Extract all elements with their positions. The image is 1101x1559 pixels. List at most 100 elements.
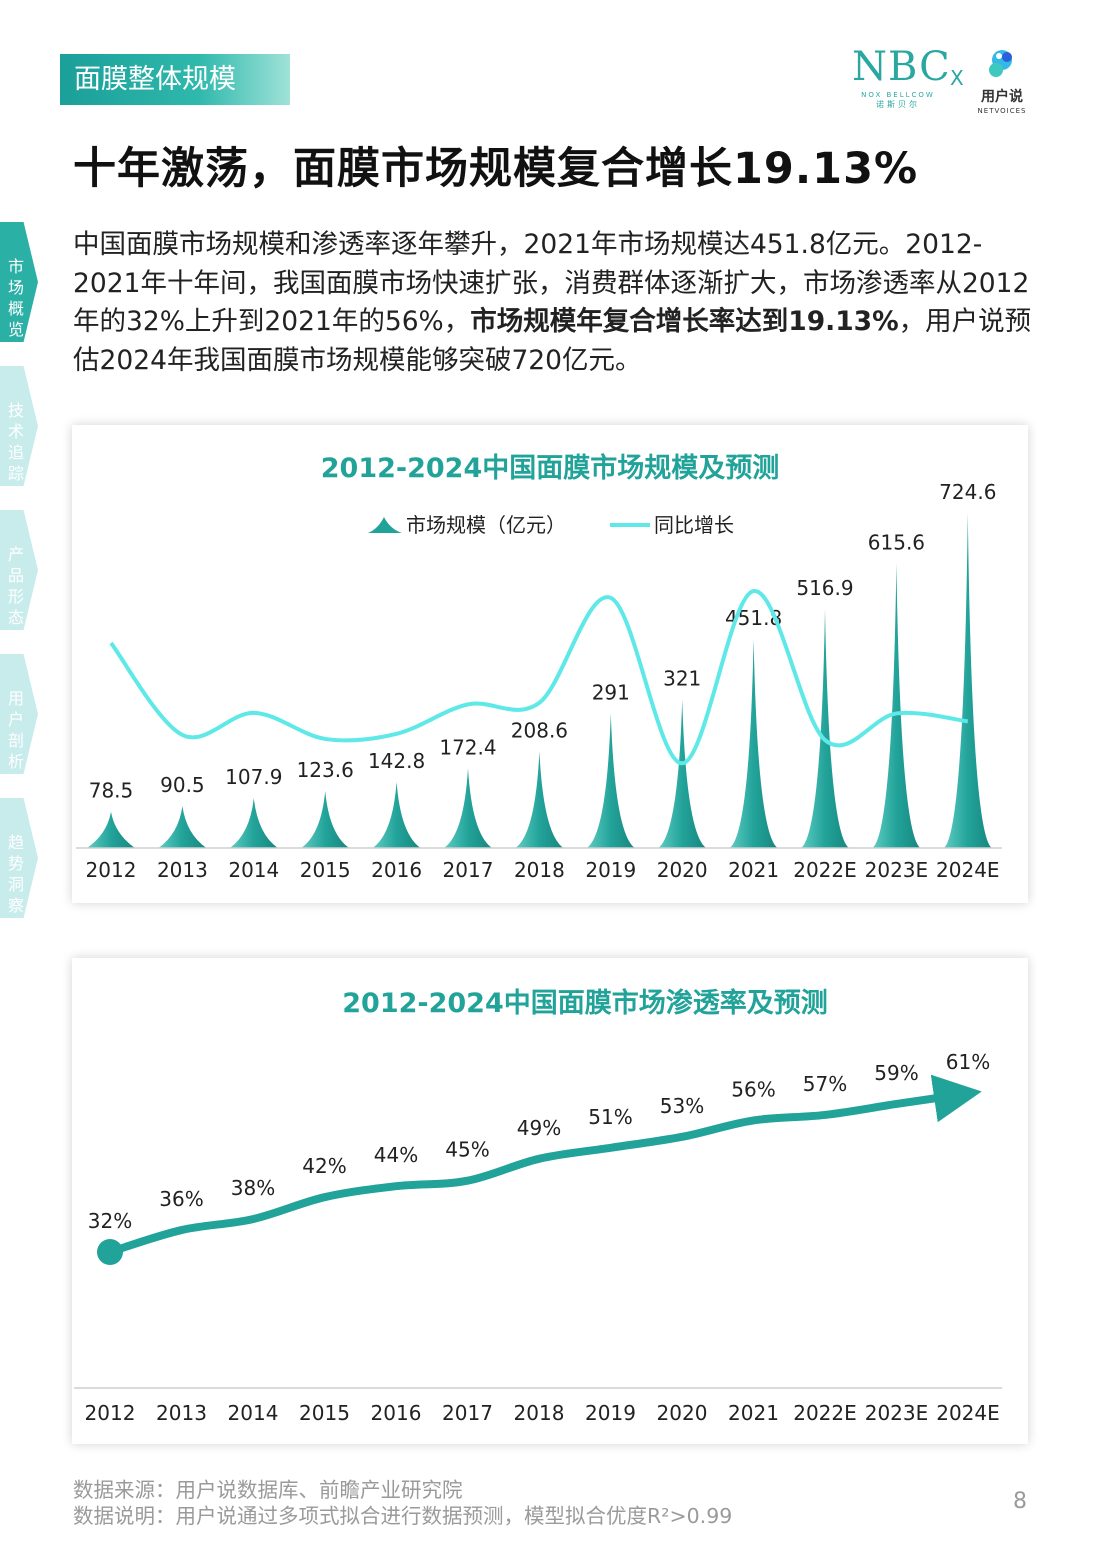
bar-value-label: 291 (592, 680, 630, 704)
data-value-label: 36% (159, 1187, 203, 1211)
netvoices-logo-icon (989, 50, 1012, 77)
x-tick-label: 2024E (936, 858, 1000, 882)
x-tick-label: 2024E (936, 1401, 1000, 1425)
bar-spike (87, 811, 135, 848)
x-tick-label: 2016 (371, 858, 422, 882)
data-value-label: 44% (374, 1143, 418, 1167)
side-tab-label: 市场概览 (7, 257, 24, 339)
bar-value-label: 123.6 (297, 758, 354, 782)
x-tick-label: 2019 (585, 858, 636, 882)
side-nav: 市场概览 技术追踪 产品形态 用户剖析 趋势洞察 (0, 222, 40, 942)
section-label: 面膜整体规模 (60, 54, 290, 105)
data-value-label: 38% (231, 1176, 275, 1200)
side-tab-product-form[interactable]: 产品形态 (0, 510, 38, 630)
nbc-logo-subtext: NOX BELLCOW (861, 91, 935, 99)
bar-value-label: 107.9 (225, 765, 282, 789)
bar-spike (372, 781, 421, 848)
penetration-chart-card: 2012-2024中国面膜市场渗透率及预测 32% 36% 38% 42% 44% 45% 4… (72, 958, 1028, 1444)
chart-title: 2012-2024中国面膜市场渗透率及预测 (342, 987, 828, 1019)
side-tab-market-overview[interactable]: 市场概览 (0, 222, 38, 342)
data-note: 数据说明：用户说通过多项式拟合进行数据预测，模型拟合优度R²>0.99 (73, 1504, 733, 1528)
intro-paragraph: 中国面膜市场规模和渗透率逐年攀升，2021年市场规模达451.8亿元。2012-… (73, 226, 1038, 380)
side-tab-trend-insight[interactable]: 趋势洞察 (0, 798, 38, 918)
side-tab-label: 趋势洞察 (7, 833, 24, 915)
x-tick-label: 2017 (442, 1401, 493, 1425)
bar-spike (301, 790, 350, 848)
legend-bar-icon (368, 517, 402, 533)
data-value-label: 49% (517, 1116, 561, 1140)
logo-separator: X (950, 66, 964, 90)
x-tick-label: 2012 (86, 858, 137, 882)
x-tick-label: 2021 (728, 858, 779, 882)
x-tick-label: 2018 (514, 1401, 565, 1425)
side-tab-label: 技术追踪 (7, 401, 24, 483)
page-title: 十年激荡，面膜市场规模复合增长19.13% (73, 144, 919, 194)
intro-text-1: 中国面膜市场规模和渗透率逐年攀升，2021年市场规模达451.8亿元。2012-… (73, 229, 1030, 337)
bar-value-label: 90.5 (160, 773, 205, 797)
nbc-logo-cn: 诺斯贝尔 (876, 100, 920, 109)
data-value-label: 56% (731, 1077, 775, 1101)
bar-spike (872, 563, 921, 848)
bar-value-label: 78.5 (89, 779, 134, 803)
data-value-label: 45% (445, 1138, 489, 1162)
bar-value-label: 142.8 (368, 749, 425, 773)
bar-value-label: 724.6 (939, 480, 996, 504)
x-tick-label: 2021 (728, 1401, 779, 1425)
x-tick-label: 2015 (299, 1401, 350, 1425)
x-tick-label: 2019 (585, 1401, 636, 1425)
data-value-label: 51% (588, 1105, 632, 1129)
x-tick-label: 2022E (793, 1401, 857, 1425)
x-tick-label: 2013 (156, 1401, 207, 1425)
netvoices-logo-cn: 用户说 (981, 89, 1023, 105)
x-tick-label: 2016 (371, 1401, 422, 1425)
data-source: 数据来源：用户说数据库、前瞻产业研究院 (73, 1478, 463, 1502)
page-number: 8 (1013, 1489, 1027, 1514)
x-tick-label: 2017 (443, 858, 494, 882)
netvoices-logo: 用户说 NETVOICES (972, 48, 1032, 118)
bar-value-label: 172.4 (439, 735, 496, 759)
bar-value-label: 615.6 (868, 530, 925, 554)
side-tab-tech-tracking[interactable]: 技术追踪 (0, 366, 38, 486)
side-tab-user-analysis[interactable]: 用户剖析 (0, 654, 38, 774)
bar-value-label: 516.9 (796, 576, 853, 600)
data-value-label: 59% (874, 1061, 918, 1085)
chart-title: 2012-2024中国面膜市场规模及预测 (321, 452, 780, 484)
legend-line-label: 同比增长 (654, 513, 734, 537)
intro-text-2: ，用户说预估2024年我国面膜市场规模能够突破720亿元。 (73, 306, 1032, 376)
bar-value-label: 321 (663, 667, 701, 691)
penetration-chart: 2012-2024中国面膜市场渗透率及预测 32% 36% 38% 42% 44% 45% 4… (74, 987, 1002, 1425)
market-size-chart-card: 2012-2024中国面膜市场规模及预测市场规模（亿元） 同比增长 78.5 90.5… (72, 425, 1028, 903)
penetration-line (106, 1074, 982, 1256)
netvoices-logo-en: NETVOICES (977, 107, 1027, 115)
nbc-logo: NBC NOX BELLCOW 诺斯贝尔 (852, 44, 951, 116)
bar-spike (586, 713, 635, 848)
nbc-logo-text: NBC (852, 44, 951, 90)
x-tick-label: 2012 (85, 1401, 136, 1425)
data-value-label: 53% (660, 1094, 704, 1118)
bar-spike (158, 806, 207, 848)
bar-spike (801, 608, 849, 848)
data-value-label: 42% (302, 1154, 346, 1178)
x-tick-label: 2018 (514, 858, 565, 882)
bar-spike (729, 639, 778, 848)
data-value-label: 32% (88, 1209, 132, 1233)
x-tick-label: 2020 (657, 858, 708, 882)
x-tick-label: 2023E (865, 1401, 929, 1425)
bar-value-label: 208.6 (511, 719, 568, 743)
x-tick-label: 2023E (865, 858, 929, 882)
footer-notes: 数据来源：用户说数据库、前瞻产业研究院 数据说明：用户说通过多项式拟合进行数据预… (73, 1477, 732, 1529)
legend-bar-label: 市场规模（亿元） (406, 513, 566, 537)
side-tab-label: 产品形态 (7, 545, 24, 627)
bar-spike (444, 768, 492, 848)
bar-spike (229, 798, 278, 848)
start-point-marker (97, 1239, 123, 1265)
side-tab-label: 用户剖析 (7, 689, 24, 771)
x-tick-label: 2013 (157, 858, 208, 882)
x-tick-label: 2014 (228, 858, 279, 882)
data-value-label: 61% (946, 1050, 990, 1074)
x-tick-label: 2020 (657, 1401, 708, 1425)
yoy-growth-line (109, 589, 969, 766)
x-tick-label: 2022E (793, 858, 857, 882)
bar-spike (515, 751, 564, 848)
